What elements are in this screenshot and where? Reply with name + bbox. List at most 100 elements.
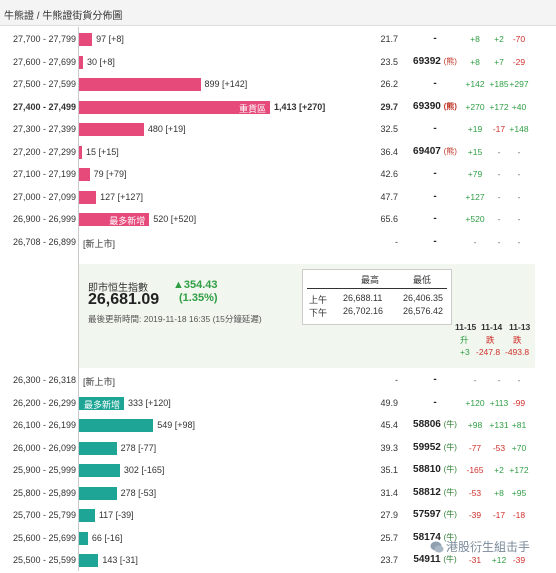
axis-divider	[78, 27, 79, 571]
warrant-code-number: 58812	[413, 486, 441, 498]
warrant-code[interactable]: 58812 (牛)	[405, 487, 465, 498]
outstanding-bar[interactable]	[79, 464, 120, 477]
outstanding-bar[interactable]	[79, 55, 84, 69]
daily-change-2: -53	[492, 442, 506, 453]
strike-range: 26,100 - 26,199	[12, 420, 76, 430]
bar-label: 278 [-77]	[120, 442, 157, 453]
outstanding-bar[interactable]	[79, 441, 117, 455]
strike-range: 26,200 - 26,299	[12, 397, 76, 408]
warrant-code-number: -	[433, 123, 437, 134]
change-label-2: 跌	[486, 335, 495, 345]
outstanding-bar[interactable]	[79, 554, 99, 567]
date-3: 11-13	[509, 322, 531, 332]
warrant-code-number: -	[433, 396, 437, 408]
outstanding-bar[interactable]: 重貨區	[79, 100, 270, 114]
change-value-1: +3	[460, 347, 470, 357]
outstanding-bar[interactable]	[79, 168, 90, 181]
distance-pct: 49.9	[380, 397, 398, 408]
strike-range: 27,200 - 27,299	[12, 146, 76, 157]
last-update-time: 最後更新時間: 2019-11-18 16:35 (15分鐘延遲)	[88, 314, 262, 324]
index-label: 即市恒生指數	[88, 283, 148, 294]
daily-change-2: +185	[489, 79, 509, 89]
warrant-code[interactable]: 58174 (牛)	[405, 532, 465, 543]
daily-change-3: +40	[511, 101, 527, 112]
distance-pct: -	[395, 236, 398, 247]
distance-pct: 31.4	[380, 487, 398, 498]
warrant-code[interactable]: 54911 (牛)	[405, 554, 465, 565]
date-2: 11-14	[481, 322, 503, 332]
warrant-code[interactable]: 69407 (熊)	[405, 146, 465, 157]
strike-row: 25,700 - 25,799 117 [-39] 27.9 57597 (牛) -39…	[0, 505, 556, 528]
strike-range: 25,600 - 25,699	[12, 532, 76, 543]
warrant-code[interactable]: 57597 (牛)	[405, 509, 465, 520]
outstanding-bar[interactable]	[79, 190, 97, 204]
daily-change-2: -17	[492, 510, 506, 520]
warrant-code-number: 58810	[413, 464, 441, 475]
outstanding-bar[interactable]	[79, 123, 144, 136]
strike-row: 27,300 - 27,399 480 [+19] 32.5 - +19 -17 +148	[0, 119, 556, 142]
outstanding-bar[interactable]	[79, 531, 88, 545]
strike-row: 27,600 - 27,699 30 [+8] 23.5 69392 (熊) +8 +7-…	[0, 52, 556, 75]
distance-pct: 23.5	[380, 56, 398, 67]
daily-change-3: +81	[511, 420, 527, 430]
warrant-code[interactable]: 69390 (熊)	[405, 101, 465, 112]
daily-change-3: -	[517, 236, 521, 247]
daily-change-1: -	[473, 375, 477, 385]
daily-change-3: -	[517, 375, 521, 385]
pm-label: 下午	[309, 308, 328, 318]
warrant-code-number: -	[433, 213, 437, 224]
change-value-3: -493.8	[505, 347, 530, 357]
distance-pct: 29.7	[380, 101, 398, 112]
outstanding-bar[interactable]	[79, 419, 154, 432]
strike-range: 26,900 - 26,999	[12, 214, 76, 224]
warrant-code[interactable]: 58810 (牛)	[405, 464, 465, 475]
warrant-type: (牛)	[443, 555, 457, 564]
warrant-code: -	[405, 236, 465, 247]
strike-row: 25,500 - 25,599 143 [-31] 23.7 54911 (牛) -31…	[0, 550, 556, 573]
warrant-code[interactable]: 58806 (牛)	[405, 419, 465, 430]
warrant-code-number: -	[433, 374, 437, 385]
daily-change-3: -	[517, 146, 521, 157]
outstanding-bar[interactable]	[79, 145, 82, 159]
page-title: 牛熊證 / 牛熊證街貨分佈圖	[4, 11, 123, 22]
warrant-code-number: -	[433, 235, 437, 247]
strike-range: 27,000 - 27,099	[12, 191, 76, 202]
daily-change-1: +8	[470, 34, 480, 44]
outstanding-bar[interactable]	[79, 509, 95, 522]
daily-change-1: +127	[465, 191, 485, 202]
outstanding-bar[interactable]	[79, 78, 201, 91]
strike-range: 25,500 - 25,599	[12, 555, 76, 565]
daily-change-2: +2	[494, 34, 504, 44]
high-header: 最高	[361, 275, 380, 285]
warrant-code[interactable]: 69392 (熊)	[405, 56, 465, 67]
outstanding-bar[interactable]: 最多新增	[79, 396, 124, 410]
strike-row: 26,000 - 26,099 278 [-77] 39.3 59952 (牛) -77…	[0, 438, 556, 461]
daily-change-3: -	[517, 191, 521, 202]
warrant-code-number: -	[433, 33, 437, 44]
strike-range: 27,100 - 27,199	[12, 169, 76, 179]
strike-row: 27,000 - 27,099 127 [+127] 47.7 - +127 - -	[0, 187, 556, 210]
outstanding-bar[interactable]	[79, 33, 93, 46]
strike-row: 27,700 - 27,799 97 [+8] 21.7 - +8 +2 -70	[0, 29, 556, 52]
daily-change-3: +70	[511, 442, 527, 453]
strike-range: 27,500 - 27,599	[12, 79, 76, 89]
warrant-code: -	[405, 191, 465, 202]
bar-label: 15 [+15]	[86, 146, 119, 157]
daily-change-3: -29	[512, 56, 526, 67]
outstanding-bar[interactable]: 最多新增	[79, 213, 150, 226]
warrant-code-number: 69390	[413, 100, 441, 112]
daily-change-2: +2	[494, 465, 504, 475]
am-high: 26,688.11	[343, 293, 383, 303]
warrant-code-number: 58174	[413, 531, 441, 543]
daily-change-1: +15	[467, 146, 483, 157]
warrant-code[interactable]: 59952 (牛)	[405, 442, 465, 453]
daily-change-1: -77	[468, 442, 482, 453]
strike-row: 27,500 - 27,599 899 [+142] 26.2 - +142 +185 +2…	[0, 74, 556, 97]
warrant-code: -	[405, 168, 465, 179]
bar-label: 66 [-16]	[91, 532, 123, 543]
outstanding-bar[interactable]	[79, 486, 117, 500]
warrant-code-number: 59952	[413, 441, 441, 453]
strike-row: 27,200 - 27,299 15 [+15] 36.4 69407 (熊) +15-…	[0, 142, 556, 165]
strike-row: 27,100 - 27,199 79 [+79] 42.6 - +79 - -	[0, 164, 556, 187]
distance-pct: 23.7	[380, 555, 398, 565]
